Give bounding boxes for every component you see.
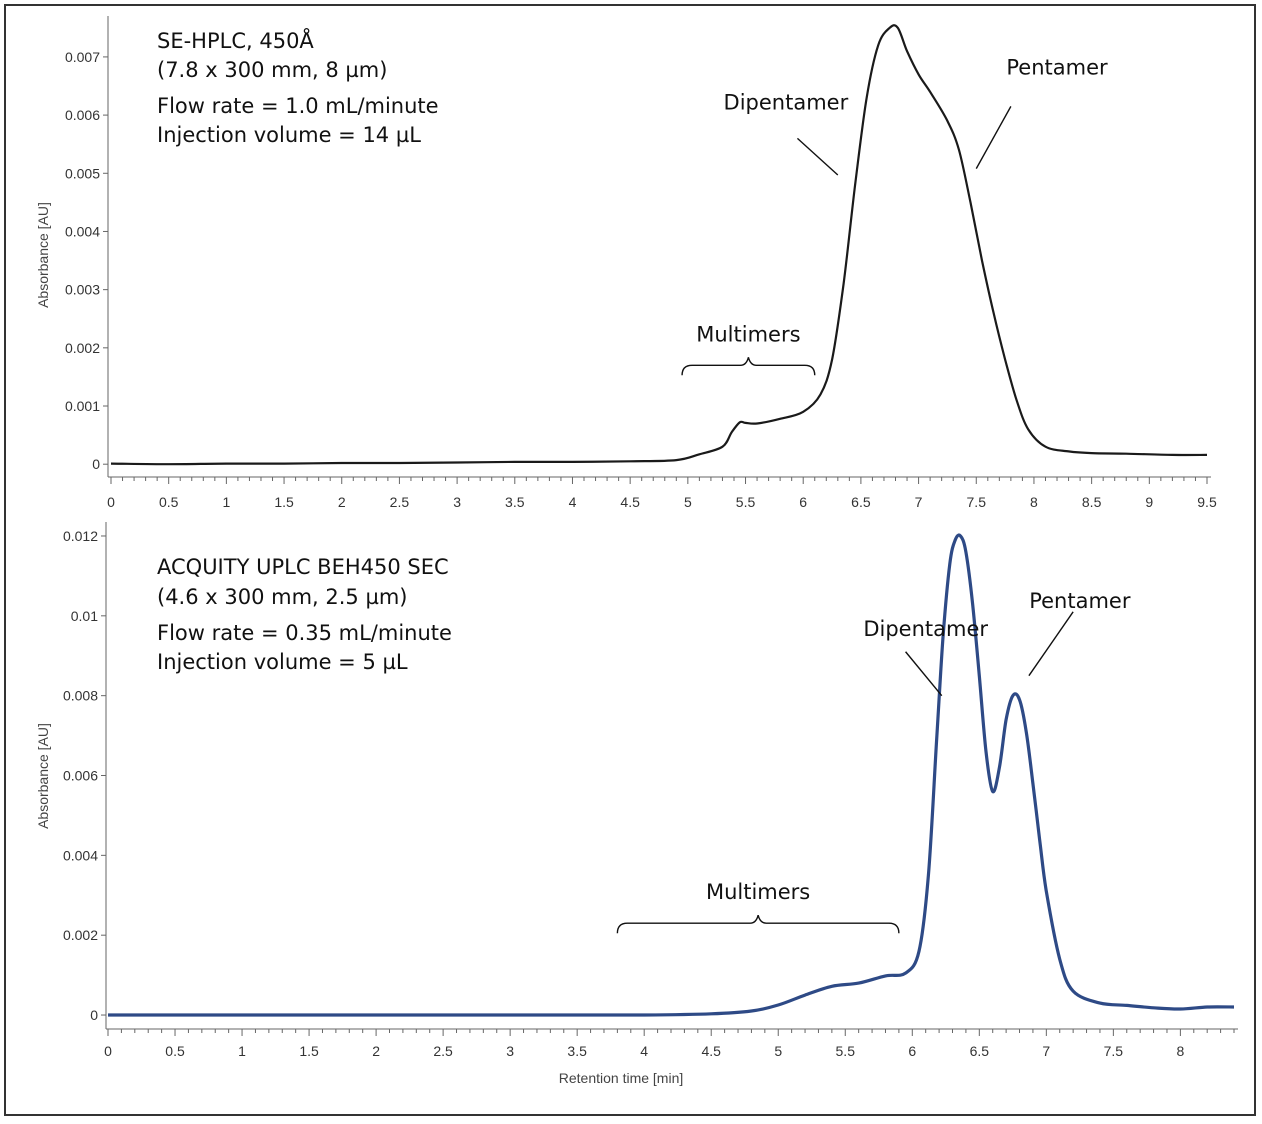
y-tick-label: 0.002 xyxy=(65,340,100,356)
multimers-brace xyxy=(616,915,900,934)
x-tick-label: 5.5 xyxy=(736,494,756,510)
x-tick-label: 7.5 xyxy=(1104,1043,1124,1059)
column-info-line: Injection volume = 5 µL xyxy=(157,650,408,674)
x-tick-label: 2 xyxy=(338,494,346,510)
x-tick-label: 9 xyxy=(1145,494,1153,510)
annotation-leader-line xyxy=(975,106,1012,169)
y-tick-label: 0.004 xyxy=(65,223,100,239)
y-tick-label: 0.007 xyxy=(65,49,100,65)
chart-panel-bottom: 0 0.002 0.004 0.006 0.008 0.01 0.012 0 0.5 1 1.5 2 2… xyxy=(35,522,1238,1086)
column-info-line: (7.8 x 300 mm, 8 µm) xyxy=(157,58,387,82)
x-tick-label: 5.5 xyxy=(836,1043,856,1059)
x-tick-label: 3 xyxy=(506,1043,514,1059)
annotation-label: Multimers xyxy=(706,880,810,904)
column-info-line: (4.6 x 300 mm, 2.5 µm) xyxy=(157,585,407,609)
x-tick-label: 4.5 xyxy=(701,1043,721,1059)
x-tick-label: 2.5 xyxy=(433,1043,453,1059)
x-tick-label: 1 xyxy=(222,494,230,510)
x-tick-label: 9.5 xyxy=(1197,494,1217,510)
y-axis-label: Absorbance [AU] xyxy=(35,723,51,829)
chromatogram-trace xyxy=(107,533,1235,1017)
column-info-line: SE-HPLC, 450Å xyxy=(157,27,314,53)
figure-frame xyxy=(4,4,1256,1116)
column-info-line: Injection volume = 14 µL xyxy=(157,123,421,147)
x-tick-label: 2 xyxy=(372,1043,380,1059)
x-tick-label: 7 xyxy=(1042,1043,1050,1059)
annotation-label: Dipentamer xyxy=(724,90,849,114)
column-info-line: Flow rate = 0.35 mL/minute xyxy=(157,621,452,645)
y-tick-label: 0.012 xyxy=(63,528,98,544)
x-tick-label: 3.5 xyxy=(505,494,525,510)
y-axis-label: Absorbance [AU] xyxy=(35,202,51,308)
y-tick-label: 0.01 xyxy=(71,608,98,624)
y-tick-label: 0.004 xyxy=(63,847,98,863)
x-tick-label: 6 xyxy=(799,494,807,510)
annotation-label: Pentamer xyxy=(1006,55,1108,79)
x-tick-label: 0 xyxy=(107,494,115,510)
y-tick-label: 0.006 xyxy=(65,107,100,123)
x-tick-label: 4.5 xyxy=(620,494,640,510)
y-tick-label: 0.005 xyxy=(65,165,100,181)
x-tick-label: 5 xyxy=(774,1043,782,1059)
y-tick-label: 0.002 xyxy=(63,927,98,943)
x-tick-label: 6.5 xyxy=(970,1043,990,1059)
annotation-leader-line xyxy=(796,137,839,176)
x-tick-label: 0.5 xyxy=(165,1043,185,1059)
x-tick-label: 7.5 xyxy=(967,494,987,510)
y-tick-label: 0 xyxy=(92,456,100,472)
x-tick-label: 4 xyxy=(640,1043,648,1059)
x-tick-label: 0 xyxy=(104,1043,112,1059)
x-tick-label: 2.5 xyxy=(390,494,410,510)
y-tick-label: 0.008 xyxy=(63,688,98,704)
chart-panel-top: 0 0.001 0.002 0.003 0.004 0.005 0.006 0.007 0 0.5… xyxy=(35,16,1217,510)
y-tick-label: 0.001 xyxy=(65,398,100,414)
x-tick-label: 0.5 xyxy=(159,494,179,510)
annotation-leader-line xyxy=(905,651,943,697)
x-axis-label: Retention time [min] xyxy=(559,1070,684,1086)
annotation-label: Multimers xyxy=(696,322,800,346)
column-info-line: ACQUITY UPLC BEH450 SEC xyxy=(157,555,449,579)
x-tick-label: 8.5 xyxy=(1082,494,1102,510)
x-tick-label: 1 xyxy=(238,1043,246,1059)
x-tick-label: 3.5 xyxy=(567,1043,587,1059)
annotation-label: Pentamer xyxy=(1029,589,1131,613)
y-tick-label: 0.003 xyxy=(65,282,100,298)
x-tick-label: 3 xyxy=(453,494,461,510)
y-tick-label: 0 xyxy=(90,1007,98,1023)
multimers-brace xyxy=(681,357,816,376)
x-tick-label: 5 xyxy=(684,494,692,510)
x-tick-label: 1.5 xyxy=(274,494,294,510)
x-tick-label: 6.5 xyxy=(851,494,871,510)
annotation-leader-line xyxy=(1028,611,1074,677)
y-tick-label: 0.006 xyxy=(63,768,98,784)
chromatogram-trace xyxy=(110,24,1208,466)
x-tick-label: 7 xyxy=(915,494,923,510)
annotation-label: Dipentamer xyxy=(863,617,988,641)
x-tick-label: 8 xyxy=(1030,494,1038,510)
x-tick-label: 4 xyxy=(569,494,577,510)
x-tick-label: 8 xyxy=(1176,1043,1184,1059)
column-info-line: Flow rate = 1.0 mL/minute xyxy=(157,94,439,118)
x-tick-label: 6 xyxy=(908,1043,916,1059)
x-tick-label: 1.5 xyxy=(299,1043,319,1059)
